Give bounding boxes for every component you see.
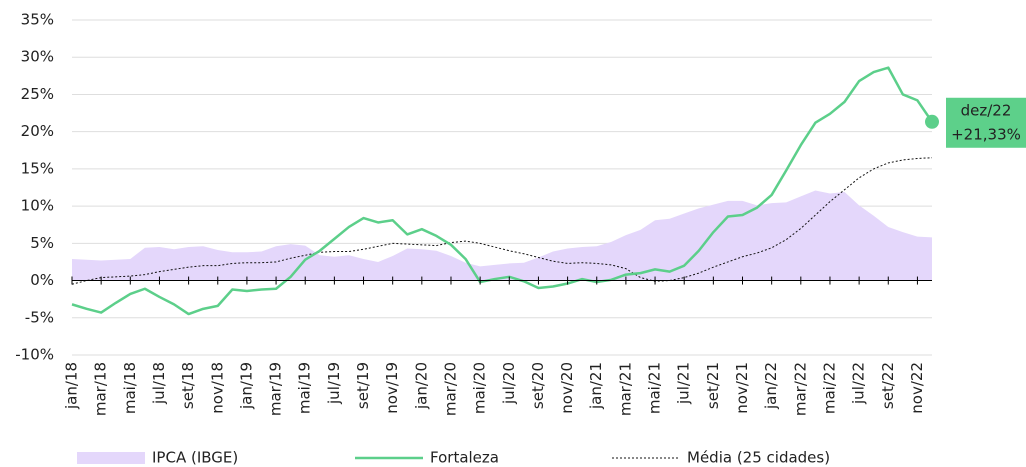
x-tick-label: mai/20: [471, 362, 489, 414]
annotation-box: [946, 97, 1026, 148]
x-tick-label: mai/21: [646, 362, 664, 414]
x-tick-label: jan/18: [63, 362, 81, 410]
x-tick-label: jul/22: [850, 362, 868, 405]
annotation-text: +21,33%: [951, 125, 1021, 143]
x-tick-label: mar/19: [267, 362, 285, 416]
x-tick-label: nov/22: [908, 362, 926, 414]
legend-label: Fortaleza: [430, 449, 499, 467]
x-tick-label: nov/21: [733, 362, 751, 414]
y-tick-label: 30%: [21, 48, 54, 66]
x-tick-label: jul/19: [325, 362, 343, 405]
x-tick-label: mar/20: [441, 362, 459, 416]
x-tick-label: nov/18: [208, 362, 226, 414]
x-tick-label: jul/18: [150, 362, 168, 405]
line: [71, 157, 933, 285]
x-tick-label: mai/22: [820, 362, 838, 414]
x-tick-label: jan/19: [237, 362, 255, 410]
x-tick-label: mar/22: [791, 362, 809, 416]
x-tick-label: set/20: [529, 362, 547, 409]
legend-label: Média (25 cidades): [687, 449, 830, 467]
legend-label: IPCA (IBGE): [152, 449, 238, 467]
y-tick-label: -5%: [25, 308, 54, 326]
x-tick-label: jan/20: [412, 362, 430, 410]
y-tick-label: 25%: [21, 85, 54, 103]
x-tick-label: jul/21: [675, 362, 693, 405]
x-tick-label: mar/18: [92, 362, 110, 416]
y-tick-label: 35%: [21, 11, 54, 29]
x-tick-label: nov/20: [558, 362, 576, 414]
x-tick-label: set/19: [354, 362, 372, 409]
x-tick-label: set/22: [879, 362, 897, 409]
y-tick-label: -10%: [15, 346, 54, 364]
x-tick-label: jul/20: [500, 362, 518, 405]
area: [72, 190, 932, 281]
x-tick-label: mai/18: [121, 362, 139, 414]
x-tick-label: jan/22: [762, 362, 780, 410]
legend-swatch: [77, 452, 145, 464]
x-tick-label: nov/19: [383, 362, 401, 414]
end-marker: [925, 114, 939, 129]
annotation-text: dez/22: [961, 101, 1012, 119]
x-tick-label: jan/21: [587, 362, 605, 410]
line: [71, 66, 934, 316]
y-tick-label: 20%: [21, 122, 54, 140]
x-tick-label: mai/19: [296, 362, 314, 414]
y-tick-label: 15%: [21, 159, 54, 177]
y-tick-label: 10%: [21, 197, 54, 215]
y-tick-label: 5%: [30, 234, 54, 252]
y-tick-label: 0%: [30, 271, 54, 289]
x-tick-label: set/21: [704, 362, 722, 409]
x-tick-label: set/18: [179, 362, 197, 409]
x-tick-label: mar/21: [616, 362, 634, 416]
